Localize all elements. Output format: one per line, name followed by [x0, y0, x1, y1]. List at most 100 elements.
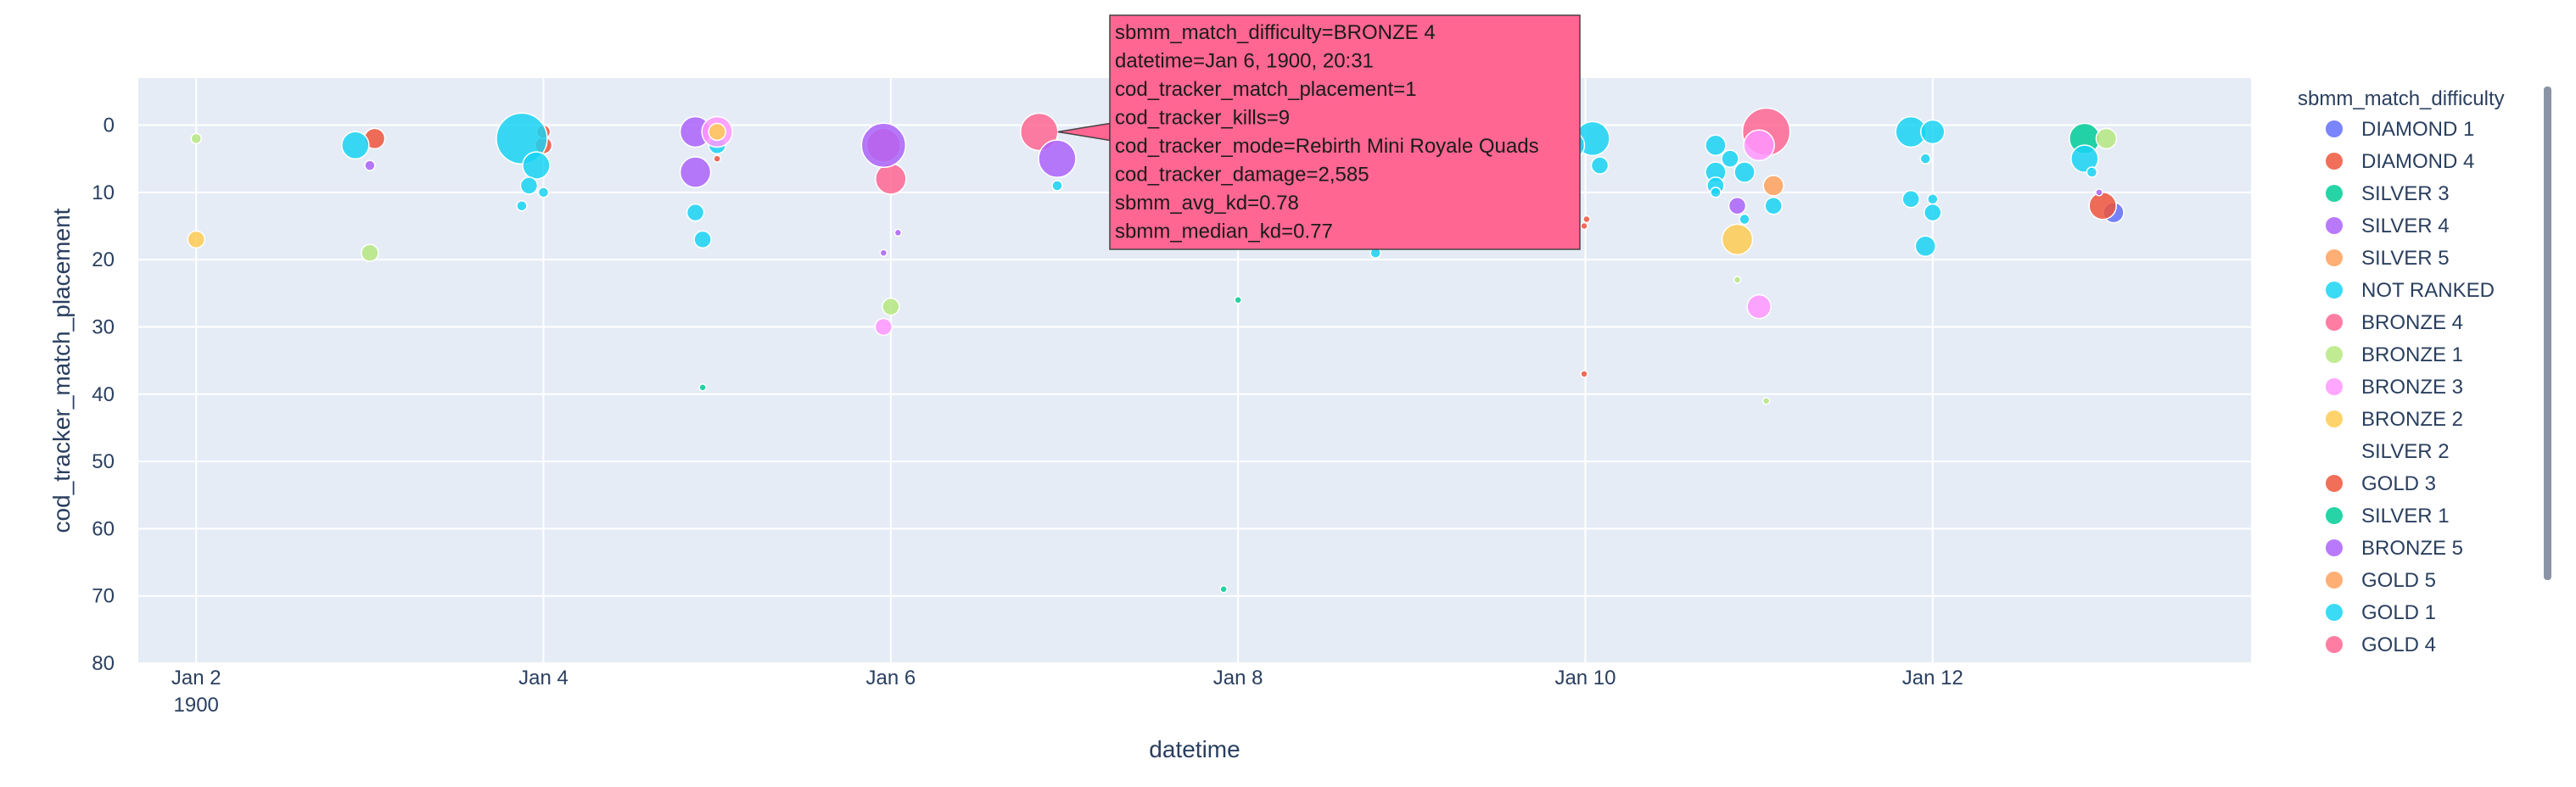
tooltip-line: sbmm_avg_kd=0.78 — [1115, 192, 1299, 215]
x-axis-ticks: Jan 2 1900 Jan 4 Jan 6 Jan 8 Jan 10 Jan 12 — [171, 667, 1963, 717]
data-point — [880, 249, 887, 256]
legend-label: BRONZE 5 — [2361, 537, 2463, 560]
y-tick-label: 30 — [92, 315, 115, 338]
data-point — [687, 204, 704, 221]
legend-label: BRONZE 3 — [2361, 376, 2463, 399]
data-point — [2096, 189, 2103, 196]
x-tick-label: Jan 10 — [1554, 667, 1616, 689]
legend-label: DIAMOND 4 — [2361, 150, 2474, 173]
legend-label: SILVER 1 — [2361, 505, 2450, 527]
data-point — [1722, 224, 1753, 254]
legend-marker — [2326, 572, 2343, 589]
data-point — [1902, 191, 1919, 208]
data-point — [694, 231, 711, 248]
legend-label: BRONZE 4 — [2361, 311, 2463, 334]
data-point — [1235, 297, 1241, 304]
x-tick-label: Jan 12 — [1902, 667, 1963, 689]
data-point — [361, 244, 378, 261]
data-point — [876, 164, 906, 194]
tooltip-line: cod_tracker_match_placement=1 — [1115, 78, 1417, 101]
legend-marker — [2326, 314, 2343, 331]
data-point — [714, 155, 720, 162]
legend-marker — [2326, 120, 2343, 137]
legend-marker — [2326, 249, 2343, 266]
tooltip-line: sbmm_match_difficulty=BRONZE 4 — [1115, 21, 1436, 44]
data-point — [520, 177, 537, 194]
data-point — [539, 187, 549, 198]
data-point — [861, 123, 905, 167]
legend-marker — [2326, 410, 2343, 427]
tooltip-line: datetime=Jan 6, 1900, 20:31 — [1115, 50, 1374, 73]
x-tick-label: Jan 4 — [518, 667, 568, 689]
x-tick-label: Jan 6 — [865, 667, 916, 689]
legend-marker — [2326, 282, 2343, 299]
legend-marker — [2326, 539, 2343, 556]
tooltip-line: cod_tracker_kills=9 — [1115, 107, 1290, 130]
legend-label: SILVER 3 — [2361, 182, 2450, 205]
legend-label: SILVER 5 — [2361, 247, 2450, 270]
data-point — [1915, 236, 1935, 256]
tooltip-line: cod_tracker_mode=Rebirth Mini Royale Qua… — [1115, 135, 1539, 158]
x-tick-label: Jan 2 — [171, 667, 221, 689]
data-point — [2086, 167, 2097, 177]
legend-label: BRONZE 2 — [2361, 408, 2463, 431]
data-point — [680, 157, 711, 187]
data-point — [1583, 216, 1590, 223]
data-point — [1581, 371, 1588, 377]
legend-title: sbmm_match_difficulty — [2298, 87, 2505, 110]
data-point — [1928, 194, 1938, 204]
hover-tooltip: sbmm_match_difficulty=BRONZE 4 datetime=J… — [1058, 15, 1580, 249]
data-point — [1747, 295, 1771, 319]
tooltip-line: sbmm_median_kd=0.77 — [1115, 220, 1333, 243]
legend-marker — [2326, 378, 2343, 395]
legend-label: SILVER 2 — [2361, 440, 2450, 463]
data-point — [1722, 150, 1739, 167]
data-point — [1763, 176, 1784, 196]
legend-label: NOT RANKED — [2361, 279, 2495, 302]
legend: DIAMOND 1DIAMOND 4SILVER 3SILVER 4SILVER… — [2326, 118, 2495, 656]
data-point — [523, 152, 550, 179]
y-tick-label: 10 — [92, 181, 115, 204]
y-axis-title: cod_tracker_match_placement — [48, 208, 75, 533]
data-point — [894, 229, 901, 236]
y-tick-label: 20 — [92, 248, 115, 271]
data-point — [2089, 193, 2116, 220]
y-tick-label: 70 — [92, 585, 115, 608]
legend-marker — [2326, 185, 2343, 202]
legend-marker — [2326, 217, 2343, 234]
x-axis-title: datetime — [1149, 736, 1240, 762]
data-point — [1765, 198, 1782, 215]
x-tick-label: Jan 8 — [1213, 667, 1263, 689]
legend-marker — [2326, 346, 2343, 363]
y-tick-label: 60 — [92, 517, 115, 540]
y-tick-label: 50 — [92, 450, 115, 473]
data-point — [1581, 222, 1588, 229]
legend-label: GOLD 4 — [2361, 634, 2436, 656]
data-point — [699, 384, 706, 391]
y-axis-ticks: 0 10 20 30 40 50 60 70 80 — [92, 114, 115, 675]
tooltip-line: cod_tracker_damage=2,585 — [1115, 164, 1369, 187]
data-point — [1744, 130, 1774, 160]
data-point — [1711, 187, 1721, 198]
legend-scrollbar[interactable] — [2544, 87, 2551, 580]
legend-label: GOLD 3 — [2361, 472, 2436, 495]
legend-label: DIAMOND 1 — [2361, 118, 2474, 141]
y-tick-label: 80 — [92, 652, 115, 675]
data-point — [517, 201, 527, 211]
legend-label: BRONZE 1 — [2361, 343, 2463, 366]
data-point — [1763, 398, 1770, 405]
data-point — [1729, 198, 1746, 215]
y-tick-label: 40 — [92, 383, 115, 406]
data-point — [1924, 204, 1941, 221]
data-point — [1705, 135, 1726, 155]
data-point — [2096, 128, 2116, 148]
legend-marker — [2326, 604, 2343, 621]
data-point — [342, 131, 369, 159]
data-point — [1739, 215, 1750, 225]
legend-label: GOLD 5 — [2361, 569, 2436, 592]
legend-marker — [2326, 636, 2343, 653]
data-point — [1734, 276, 1741, 283]
data-point — [191, 133, 201, 143]
data-point — [875, 318, 892, 335]
